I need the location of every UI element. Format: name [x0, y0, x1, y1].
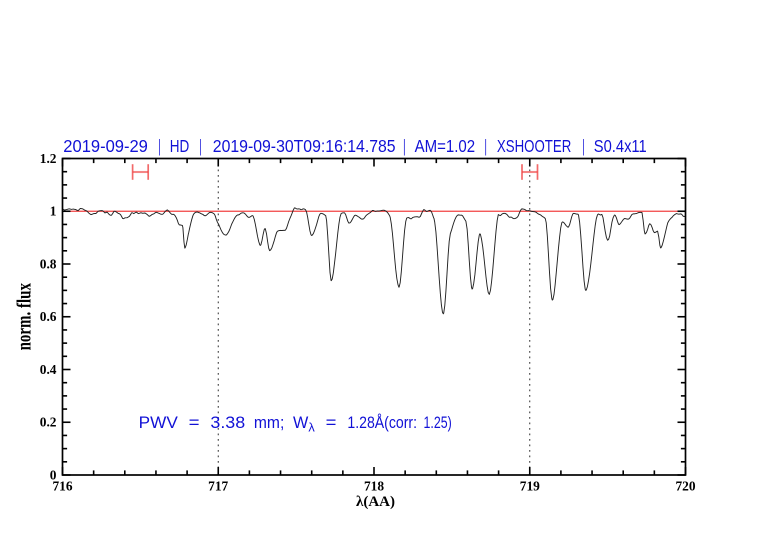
svg-text:1.28Å(corr:: 1.28Å(corr:: [347, 413, 417, 432]
svg-text:=: =: [189, 414, 200, 432]
svg-text:W: W: [293, 414, 309, 432]
svg-text:|: |: [199, 136, 201, 156]
svg-text:0.8: 0.8: [40, 256, 57, 271]
svg-text:|: |: [485, 136, 487, 156]
svg-text:3.38: 3.38: [210, 414, 245, 432]
svg-text:PWV: PWV: [139, 414, 178, 432]
svg-text:λ(AA): λ(AA): [356, 494, 395, 510]
svg-text:λ: λ: [308, 422, 315, 434]
svg-text:0: 0: [50, 467, 57, 482]
svg-text:AM=1.02: AM=1.02: [415, 136, 476, 156]
svg-text:|: |: [403, 136, 405, 156]
svg-text:720: 720: [675, 478, 695, 493]
svg-text:1: 1: [50, 204, 57, 219]
svg-text:0.6: 0.6: [40, 309, 57, 324]
svg-text:0.4: 0.4: [40, 362, 57, 377]
svg-text:1.2: 1.2: [40, 151, 57, 166]
svg-text:718: 718: [364, 478, 384, 493]
svg-text:717: 717: [208, 478, 228, 493]
svg-text:S0.4x11: S0.4x11: [594, 136, 647, 156]
svg-text:2019-09-30T09:16:14.785: 2019-09-30T09:16:14.785: [213, 136, 396, 156]
svg-text:|: |: [158, 136, 160, 156]
svg-text:0.2: 0.2: [40, 415, 57, 430]
svg-text:1.25): 1.25): [424, 414, 452, 432]
svg-text:HD: HD: [170, 136, 190, 156]
svg-text:norm. flux: norm. flux: [12, 283, 35, 351]
svg-text:=: =: [326, 414, 337, 432]
svg-text:XSHOOTER: XSHOOTER: [497, 136, 571, 156]
svg-text:2019-09-29: 2019-09-29: [63, 136, 148, 156]
svg-text:|: |: [582, 136, 584, 156]
svg-text:719: 719: [520, 478, 540, 493]
svg-text:mm;: mm;: [254, 414, 284, 432]
svg-text:716: 716: [52, 478, 72, 493]
